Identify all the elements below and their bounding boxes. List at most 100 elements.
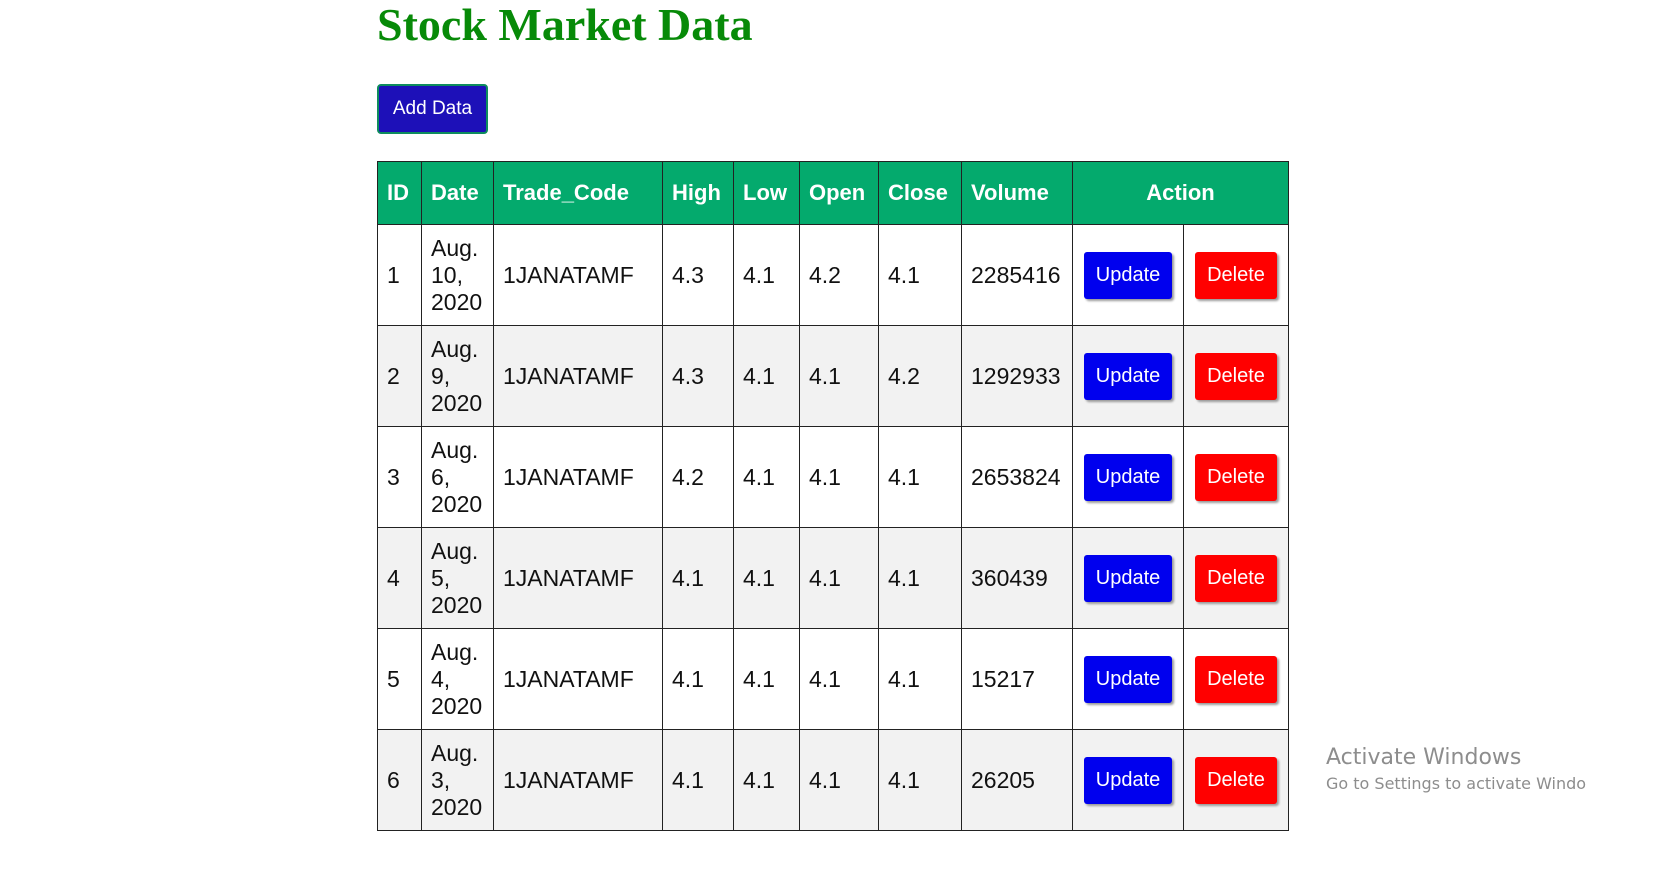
cell-high: 4.1 — [662, 628, 734, 730]
table-row: 5 Aug. 4, 2020 1JANATAMF 4.1 4.1 4.1 4.1 1… — [377, 628, 1289, 730]
cell-open: 4.2 — [799, 224, 879, 326]
update-button[interactable]: Update — [1084, 554, 1172, 602]
cell-id: 6 — [377, 729, 422, 831]
cell-date: Aug. 10, 2020 — [421, 224, 494, 326]
cell-high: 4.1 — [662, 527, 734, 629]
update-button[interactable]: Update — [1084, 251, 1172, 299]
date-day: 4, — [431, 665, 451, 692]
cell-trade-code: 1JANATAMF — [493, 325, 663, 427]
date-month: Aug. — [431, 739, 479, 766]
date-month: Aug. — [431, 537, 479, 564]
header-low: Low — [733, 161, 800, 225]
date-day: 6, — [431, 463, 451, 490]
update-button[interactable]: Update — [1084, 352, 1172, 400]
date-year: 2020 — [431, 490, 483, 517]
cell-high: 4.3 — [662, 224, 734, 326]
header-high: High — [662, 161, 734, 225]
cell-high: 4.3 — [662, 325, 734, 427]
cell-volume: 1292933 — [961, 325, 1073, 427]
cell-delete: Delete — [1183, 527, 1289, 629]
cell-open: 4.1 — [799, 325, 879, 427]
table-row: 4 Aug. 5, 2020 1JANATAMF 4.1 4.1 4.1 4.1 3… — [377, 527, 1289, 629]
cell-trade-code: 1JANATAMF — [493, 729, 663, 831]
header-volume: Volume — [961, 161, 1073, 225]
cell-low: 4.1 — [733, 729, 800, 831]
update-button[interactable]: Update — [1084, 655, 1172, 703]
cell-id: 2 — [377, 325, 422, 427]
delete-button[interactable]: Delete — [1195, 453, 1277, 501]
date-month: Aug. — [431, 436, 479, 463]
cell-open: 4.1 — [799, 426, 879, 528]
cell-volume: 2653824 — [961, 426, 1073, 528]
cell-update: Update — [1072, 628, 1184, 730]
cell-volume: 26205 — [961, 729, 1073, 831]
cell-id: 5 — [377, 628, 422, 730]
cell-open: 4.1 — [799, 527, 879, 629]
delete-button[interactable]: Delete — [1195, 655, 1277, 703]
table-header-row: ID Date Trade_Code High Low Open Close V… — [377, 161, 1289, 225]
update-button[interactable]: Update — [1084, 756, 1172, 804]
cell-date: Aug. 6, 2020 — [421, 426, 494, 528]
cell-close: 4.2 — [878, 325, 962, 427]
cell-delete: Delete — [1183, 224, 1289, 326]
stock-table: ID Date Trade_Code High Low Open Close V… — [377, 161, 1289, 831]
cell-delete: Delete — [1183, 628, 1289, 730]
cell-date: Aug. 4, 2020 — [421, 628, 494, 730]
cell-id: 4 — [377, 527, 422, 629]
watermark-subtitle: Go to Settings to activate Windo — [1326, 774, 1587, 793]
cell-low: 4.1 — [733, 224, 800, 326]
delete-button[interactable]: Delete — [1195, 554, 1277, 602]
table-row: 6 Aug. 3, 2020 1JANATAMF 4.1 4.1 4.1 4.1 2… — [377, 729, 1289, 831]
cell-trade-code: 1JANATAMF — [493, 224, 663, 326]
table-row: 1 Aug. 10, 2020 1JANATAMF 4.3 4.1 4.2 4.1 … — [377, 224, 1289, 326]
cell-low: 4.1 — [733, 325, 800, 427]
cell-low: 4.1 — [733, 628, 800, 730]
cell-volume: 2285416 — [961, 224, 1073, 326]
cell-high: 4.2 — [662, 426, 734, 528]
cell-delete: Delete — [1183, 729, 1289, 831]
cell-open: 4.1 — [799, 729, 879, 831]
delete-button[interactable]: Delete — [1195, 352, 1277, 400]
cell-update: Update — [1072, 325, 1184, 427]
cell-date: Aug. 5, 2020 — [421, 527, 494, 629]
cell-close: 4.1 — [878, 426, 962, 528]
cell-trade-code: 1JANATAMF — [493, 426, 663, 528]
cell-update: Update — [1072, 527, 1184, 629]
cell-volume: 360439 — [961, 527, 1073, 629]
header-date: Date — [421, 161, 494, 225]
date-day: 10, — [431, 261, 463, 288]
cell-trade-code: 1JANATAMF — [493, 527, 663, 629]
date-month: Aug. — [431, 638, 479, 665]
cell-update: Update — [1072, 224, 1184, 326]
cell-id: 3 — [377, 426, 422, 528]
cell-update: Update — [1072, 729, 1184, 831]
date-month: Aug. — [431, 335, 479, 362]
cell-high: 4.1 — [662, 729, 734, 831]
update-button[interactable]: Update — [1084, 453, 1172, 501]
date-year: 2020 — [431, 389, 483, 416]
table-row: 2 Aug. 9, 2020 1JANATAMF 4.3 4.1 4.1 4.2 1… — [377, 325, 1289, 427]
cell-close: 4.1 — [878, 729, 962, 831]
delete-button[interactable]: Delete — [1195, 251, 1277, 299]
stock-table-container: ID Date Trade_Code High Low Open Close V… — [377, 161, 1289, 831]
date-day: 5, — [431, 564, 451, 591]
cell-low: 4.1 — [733, 527, 800, 629]
date-year: 2020 — [431, 288, 483, 315]
activate-windows-watermark: Activate Windows Go to Settings to activ… — [1326, 744, 1586, 796]
date-year: 2020 — [431, 591, 483, 618]
add-data-button[interactable]: Add Data — [377, 84, 488, 134]
cell-date: Aug. 9, 2020 — [421, 325, 494, 427]
cell-volume: 15217 — [961, 628, 1073, 730]
date-month: Aug. — [431, 234, 479, 261]
header-close: Close — [878, 161, 962, 225]
cell-low: 4.1 — [733, 426, 800, 528]
header-id: ID — [377, 161, 422, 225]
table-row: 3 Aug. 6, 2020 1JANATAMF 4.2 4.1 4.1 4.1 2… — [377, 426, 1289, 528]
delete-button[interactable]: Delete — [1195, 756, 1277, 804]
date-year: 2020 — [431, 692, 483, 719]
date-day: 3, — [431, 766, 451, 793]
watermark-title: Activate Windows — [1326, 745, 1522, 770]
cell-close: 4.1 — [878, 527, 962, 629]
page-title: Stock Market Data — [377, 0, 753, 50]
